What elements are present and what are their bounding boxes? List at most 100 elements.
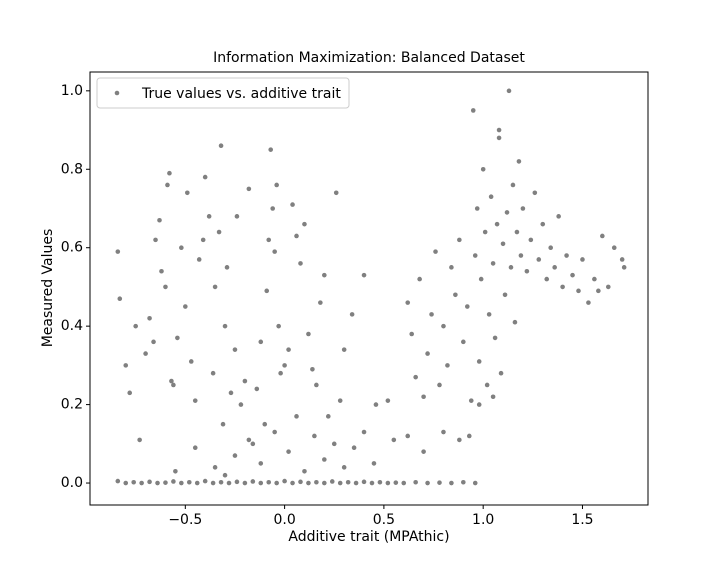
scatter-point (429, 312, 434, 317)
scatter-point (393, 480, 399, 485)
scatter-point (139, 480, 144, 486)
scatter-point (504, 210, 510, 215)
scatter-point (274, 182, 279, 188)
scatter-point (472, 253, 478, 258)
legend-label: True values vs. additive trait (141, 86, 341, 102)
scatter-point (453, 292, 458, 298)
y-tick-label: 0.4 (61, 318, 83, 334)
scatter-point (250, 441, 256, 447)
scatter-point (409, 331, 414, 337)
scatter-point (484, 382, 490, 388)
scatter-point (449, 480, 454, 486)
scatter-point (425, 480, 430, 486)
scatter-point (371, 461, 377, 466)
scatter-point (544, 276, 550, 282)
scatter-point (258, 480, 264, 486)
scatter-point (264, 288, 270, 294)
scatter-point (266, 479, 272, 485)
scatter-point (476, 402, 482, 407)
scatter-point (196, 257, 202, 262)
scatter-point (576, 288, 581, 294)
scatter-point (341, 347, 347, 352)
scatter-point (498, 370, 504, 376)
scatter-point (226, 480, 232, 486)
scatter-point (157, 217, 162, 223)
scatter-point (333, 190, 339, 196)
scatter-point (580, 257, 585, 262)
scatter-point (206, 214, 212, 219)
scatter-point (445, 363, 450, 368)
scatter-point (268, 147, 274, 152)
scatter-point (494, 221, 500, 227)
x-tick-label: 0.5 (373, 512, 395, 528)
scatter-point (322, 480, 327, 486)
scatter-point (401, 480, 407, 486)
scatter-point (421, 394, 426, 400)
scatter-point (482, 229, 488, 235)
scatter-point (385, 398, 391, 403)
scatter-point (314, 382, 319, 388)
scatter-point (437, 480, 442, 485)
scatter-point (242, 378, 248, 384)
scatter-point (194, 480, 200, 486)
scatter-point (302, 221, 307, 227)
scatter-point (232, 453, 238, 458)
scatter-point (234, 479, 240, 485)
scatter-point (425, 351, 430, 356)
scatter-point (441, 429, 446, 435)
scatter-point (552, 265, 557, 270)
scatter-point (220, 421, 226, 427)
scatter-point (218, 479, 224, 485)
scatter-point (337, 398, 343, 403)
scatter-point (421, 449, 426, 454)
scatter-point (351, 445, 357, 451)
scatter-point (212, 284, 218, 290)
scatter-point (210, 480, 216, 486)
scatter-point (417, 276, 422, 282)
scatter-point (290, 202, 295, 207)
scatter-point (532, 190, 538, 196)
scatter-point (611, 245, 617, 251)
scatter-point (540, 221, 546, 227)
x-tick-label: −0.5 (168, 512, 202, 528)
scatter-point (600, 233, 605, 239)
scatter-point (441, 323, 446, 329)
scatter-point (202, 174, 208, 180)
scatter-point (254, 386, 260, 392)
scatter-point (464, 304, 470, 309)
scatter-point (329, 479, 335, 484)
scatter-point (474, 206, 480, 211)
legend-box (96, 77, 350, 109)
scatter-point (472, 480, 478, 486)
scatter-point (500, 241, 506, 247)
y-axis-label: Measured Values (40, 229, 56, 348)
scatter-point (298, 479, 303, 485)
scatter-point (405, 300, 411, 305)
scatter-point (461, 339, 466, 345)
scatter-point (345, 479, 351, 485)
scatter-point (294, 414, 299, 419)
scatter-point (516, 159, 522, 164)
scatter-point (294, 233, 299, 239)
scatter-point (492, 335, 498, 341)
scatter-point (506, 88, 512, 94)
scatter-point (282, 478, 287, 484)
scatter-point (183, 304, 188, 309)
scatter-point (349, 312, 355, 317)
scatter-point (200, 237, 206, 243)
scatter-point (179, 245, 184, 251)
x-tick-label: 0.0 (273, 512, 295, 528)
scatter-point (258, 461, 264, 466)
scatter-point (433, 249, 438, 254)
scatter-point (151, 339, 156, 345)
scatter-point (298, 261, 303, 266)
scatter-point (310, 366, 315, 372)
scatter-point (536, 257, 542, 262)
scatter-point (137, 437, 142, 443)
scatter-point (192, 398, 198, 403)
scatter-point (369, 480, 375, 486)
scatter-point (131, 479, 136, 485)
scatter-point (163, 480, 168, 485)
scatter-point (361, 479, 367, 485)
scatter-point (238, 402, 244, 407)
